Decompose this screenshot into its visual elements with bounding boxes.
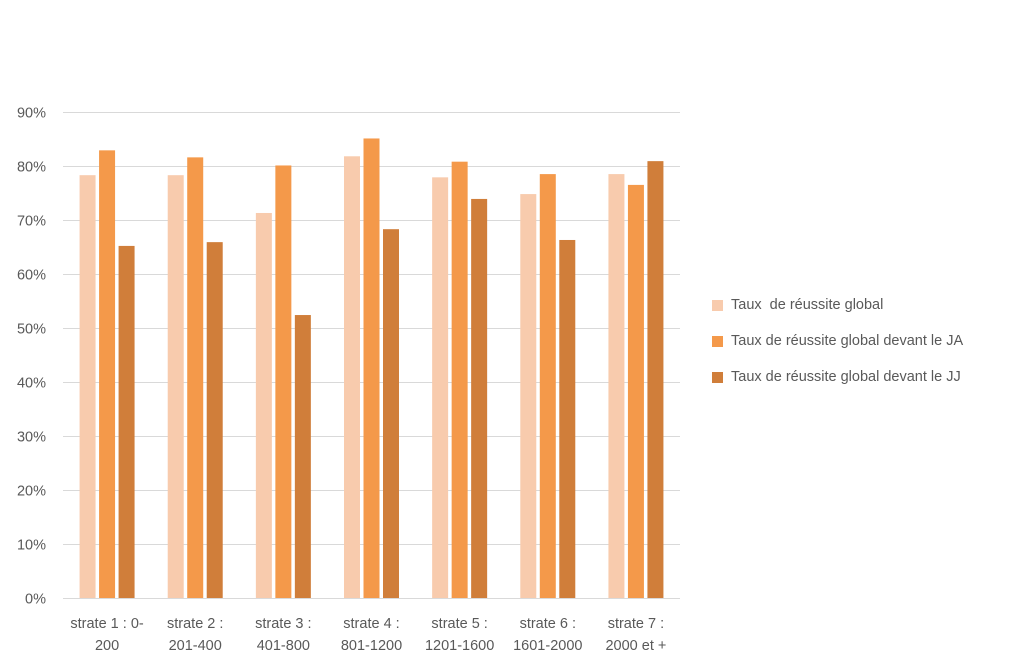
bars (79, 138, 664, 599)
legend-label: Taux de réussite global devant le JA (731, 333, 964, 349)
bar (539, 174, 556, 598)
legend: Taux de réussite global Taux de réussite … (712, 287, 1022, 395)
bar (167, 175, 184, 598)
x-tick-label: strate 5 : (431, 616, 487, 632)
bar (451, 161, 468, 598)
bar (627, 184, 644, 598)
legend-swatch (712, 371, 723, 383)
y-tick-label: 0% (25, 592, 46, 608)
bar (383, 229, 399, 598)
bar (255, 212, 272, 599)
bar (520, 194, 537, 598)
legend-item: Taux de réussite global devant le JJ (712, 359, 1022, 395)
y-tick-label: 70% (17, 214, 46, 230)
x-tick-label: 801-1200 (341, 638, 402, 654)
y-tick-label: 90% (17, 106, 46, 122)
bar (608, 174, 625, 598)
y-tick-label: 30% (17, 430, 46, 446)
bar (647, 161, 664, 598)
x-tick-label: 2000 et + (605, 638, 666, 654)
y-tick-label: 10% (17, 538, 46, 554)
bar (79, 175, 96, 598)
y-tick-label: 50% (17, 322, 46, 338)
y-tick-label: 60% (17, 268, 46, 284)
y-tick-label: 20% (17, 484, 46, 500)
bar (559, 239, 576, 599)
x-tick-label: 201-400 (169, 638, 222, 654)
x-tick-label: strate 6 : (520, 616, 576, 632)
bar (471, 198, 488, 598)
bar (187, 157, 204, 599)
x-tick-label: 401-800 (257, 638, 310, 654)
legend-swatch (712, 335, 723, 347)
legend-label: Taux de réussite global devant le JJ (731, 369, 961, 385)
y-tick-label: 80% (17, 160, 46, 176)
bar (275, 165, 292, 598)
bar (294, 315, 311, 598)
x-tick-label: 1201-1600 (425, 638, 494, 654)
x-tick-label: 200 (95, 638, 119, 654)
x-tick-label: strate 7 : (608, 616, 664, 632)
legend-item: Taux de réussite global (712, 287, 1022, 323)
bar (99, 150, 116, 598)
axes: 0% 10% 20% 30% 40% 50% 60% 70% 80% 90% strate 1 : … (17, 106, 680, 654)
x-tick-label: 1601-2000 (513, 638, 582, 654)
legend-label: Taux de réussite global (731, 297, 884, 313)
bar (118, 245, 135, 599)
bar (344, 156, 360, 598)
x-tick-label: strate 1 : 0- (70, 616, 144, 632)
legend-swatch (712, 299, 723, 311)
bar (363, 138, 380, 598)
x-tick-label: strate 3 : (255, 616, 311, 632)
y-tick-label: 40% (17, 376, 46, 392)
x-tick-label: strate 4 : (343, 616, 399, 632)
bar (206, 242, 223, 598)
x-tick-label: strate 2 : (167, 616, 223, 632)
bar (432, 177, 449, 598)
legend-item: Taux de réussite global devant le JA (712, 323, 1022, 359)
